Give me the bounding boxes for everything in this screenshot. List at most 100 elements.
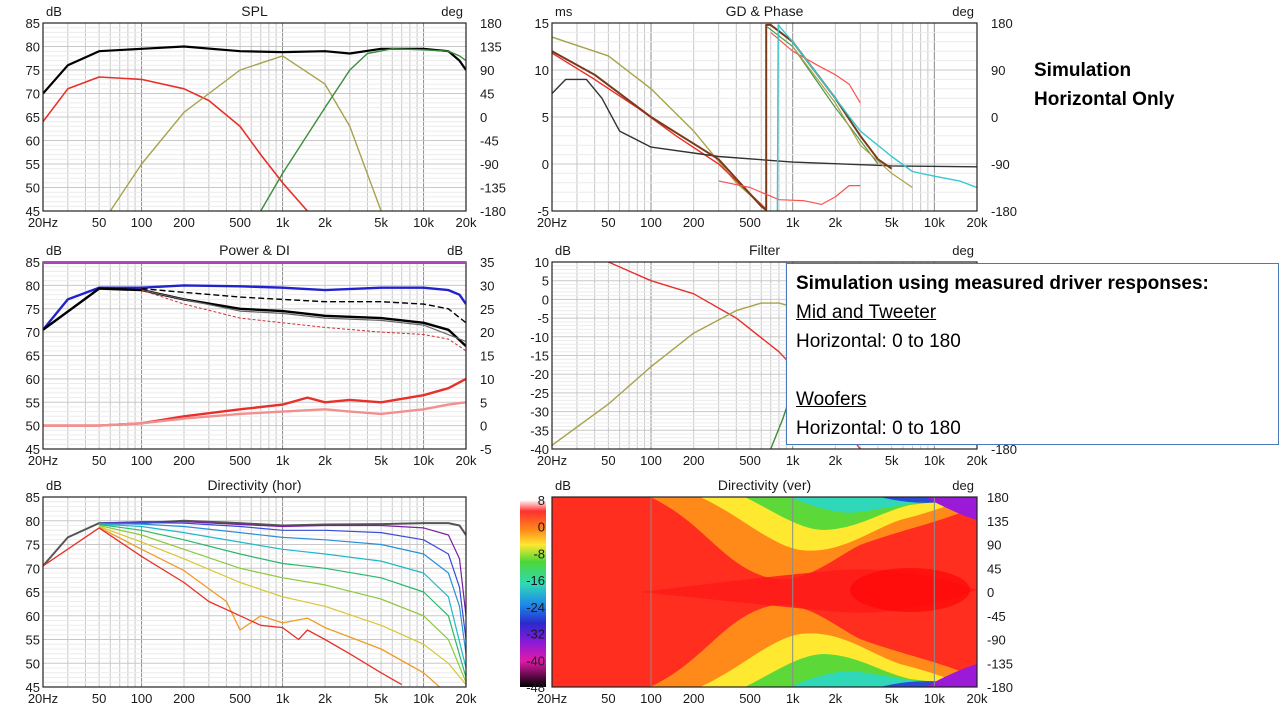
x-tick-gd: 500 <box>739 215 761 230</box>
y2-tick-power: 15 <box>480 349 494 364</box>
simulation-subtitle: Horizontal Only <box>1034 89 1175 110</box>
y-tick-filter: 10 <box>535 255 549 270</box>
x-tick-filter: 200 <box>683 453 705 468</box>
colorbar-tick: 8 <box>538 493 545 508</box>
x-tick-power: 20Hz <box>28 453 58 468</box>
x-tick-dirv: 200 <box>683 691 705 706</box>
x-tick-dirh: 1k <box>276 691 290 706</box>
series-dirh-5 <box>99 523 466 678</box>
y-tick-filter: -40 <box>530 442 549 457</box>
y2-tick-power: 25 <box>480 302 494 317</box>
series-power-2 <box>141 287 466 324</box>
heatmap-directivity-ver <box>552 497 977 687</box>
y-label-power: dB <box>46 243 62 258</box>
x-tick-dirh: 5k <box>374 691 388 706</box>
y-label-spl: dB <box>46 4 62 19</box>
y2-tick-spl: 0 <box>480 110 487 125</box>
y-tick-spl: 60 <box>26 134 40 149</box>
y2-label-dirv: deg <box>952 478 974 493</box>
y-tick-gd: 10 <box>535 63 549 78</box>
y2-tick-spl: 45 <box>480 87 494 102</box>
x-tick-power: 5k <box>374 453 388 468</box>
x-tick-filter: 100 <box>640 453 662 468</box>
y2-tick-dirv: -135 <box>987 656 1013 671</box>
y-tick-spl: 45 <box>26 204 40 219</box>
y-tick-spl: 70 <box>26 87 40 102</box>
simulation-note: Simulation Horizontal Only <box>1034 56 1174 114</box>
y-tick-power: 80 <box>26 278 40 293</box>
series-power-3 <box>141 289 466 343</box>
series-dirh-4 <box>99 523 466 669</box>
y2-tick-power: 5 <box>480 395 487 410</box>
simulation-title: Simulation <box>1034 60 1132 81</box>
y-tick-power: 85 <box>26 255 40 270</box>
y-tick-filter: -35 <box>530 423 549 438</box>
y2-tick-dirv: 45 <box>987 561 1001 576</box>
y-tick-dirh: 75 <box>26 538 40 553</box>
x-tick-power: 200 <box>173 453 195 468</box>
x-tick-spl: 20Hz <box>28 215 58 230</box>
y-tick-gd: 5 <box>542 110 549 125</box>
colorbar-tick: -16 <box>526 573 545 588</box>
y2-tick-power: 30 <box>480 278 494 293</box>
series-gd-5 <box>770 31 861 104</box>
y-tick-dirh: 65 <box>26 585 40 600</box>
y2-tick-power: 20 <box>480 325 494 340</box>
x-tick-dirh: 200 <box>173 691 195 706</box>
y-tick-dirh: 45 <box>26 680 40 695</box>
x-tick-dirv: 5k <box>885 691 899 706</box>
series-spl-1 <box>43 76 309 211</box>
series-gd-6 <box>718 180 861 205</box>
colorbar <box>520 500 546 687</box>
y2-tick-spl: 90 <box>480 63 494 78</box>
y-tick-power: 75 <box>26 302 40 317</box>
y2-tick-dirv: 90 <box>987 538 1001 553</box>
chart-title-filter: Filter <box>749 242 780 258</box>
y-tick-spl: 55 <box>26 157 40 172</box>
y-tick-spl: 80 <box>26 40 40 55</box>
y-label-dirh: dB <box>46 478 62 493</box>
y-tick-dirh: 60 <box>26 609 40 624</box>
x-tick-filter: 10k <box>924 453 945 468</box>
x-tick-filter: 20Hz <box>537 453 567 468</box>
y-tick-filter: -10 <box>530 330 549 345</box>
colorbar-tick: -40 <box>526 653 545 668</box>
series-dirh-7 <box>98 525 466 685</box>
y-tick-filter: 0 <box>542 292 549 307</box>
x-tick-filter: 1k <box>786 453 800 468</box>
x-tick-dirv: 1k <box>786 691 800 706</box>
y2-tick-spl: 135 <box>480 40 502 55</box>
y2-tick-gd: 180 <box>991 16 1013 31</box>
x-tick-spl: 1k <box>276 215 290 230</box>
y2-tick-spl: -45 <box>480 134 499 149</box>
y-tick-spl: 85 <box>26 16 40 31</box>
x-tick-spl: 100 <box>131 215 153 230</box>
x-tick-power: 20k <box>456 453 477 468</box>
series-spl-3 <box>260 48 466 211</box>
x-tick-dirv: 20k <box>967 691 988 706</box>
x-tick-gd: 1k <box>786 215 800 230</box>
y-tick-power: 45 <box>26 442 40 457</box>
y-tick-filter: -25 <box>530 386 549 401</box>
x-tick-power: 50 <box>92 453 106 468</box>
series-power-1 <box>43 287 466 347</box>
chart-title-gd: GD & Phase <box>726 3 804 19</box>
y-tick-filter: -20 <box>530 367 549 382</box>
x-tick-dirh: 2k <box>318 691 332 706</box>
series-gd-2 <box>552 78 977 168</box>
y-tick-gd: 15 <box>535 16 549 31</box>
series-dirh-3 <box>99 523 466 654</box>
x-tick-spl: 500 <box>229 215 251 230</box>
x-tick-gd: 10k <box>924 215 945 230</box>
series-filter-1 <box>552 302 793 446</box>
y2-tick-gd: 90 <box>991 63 1005 78</box>
chart-title-power: Power & DI <box>219 242 290 258</box>
y-label-gd: ms <box>555 4 573 19</box>
x-tick-power: 10k <box>413 453 434 468</box>
chart-title-dirv: Directivity (ver) <box>718 477 811 493</box>
y2-tick-dirv: -180 <box>987 680 1013 695</box>
y-tick-spl: 50 <box>26 181 40 196</box>
x-tick-dirv: 20Hz <box>537 691 567 706</box>
y-tick-power: 55 <box>26 395 40 410</box>
x-tick-power: 2k <box>318 453 332 468</box>
